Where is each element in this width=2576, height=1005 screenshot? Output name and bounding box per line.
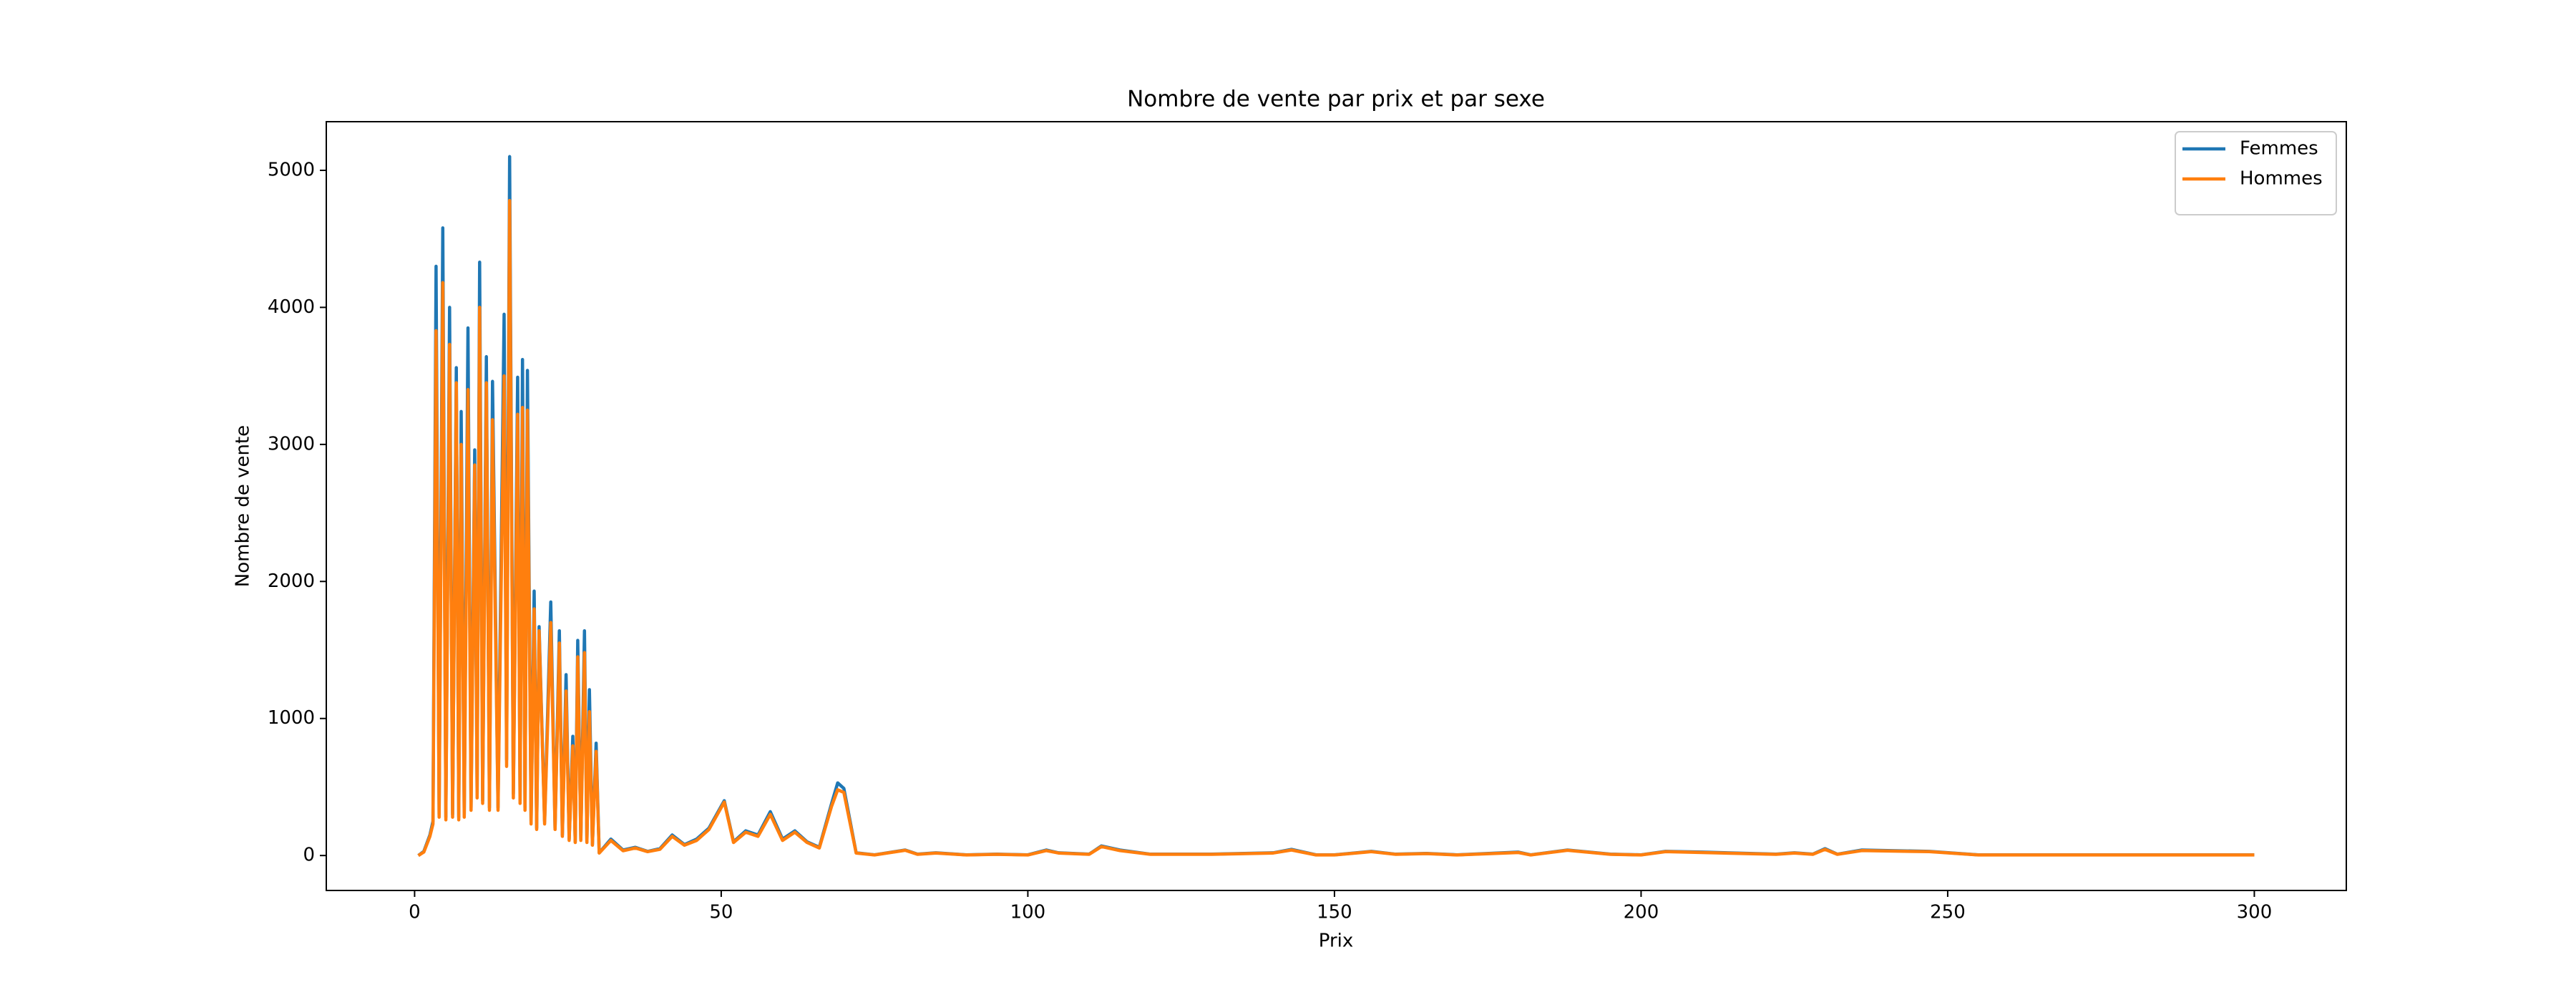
y-tick-label: 0 xyxy=(303,845,315,866)
x-tick-label: 200 xyxy=(1624,902,1659,923)
y-tick-label: 5000 xyxy=(268,159,315,180)
data-line xyxy=(417,198,2255,858)
legend-label: Hommes xyxy=(2240,168,2323,190)
x-tick-label: 300 xyxy=(2237,902,2273,923)
y-tick-label: 2000 xyxy=(268,571,315,592)
x-tick-label: 250 xyxy=(1930,902,1966,923)
legend-box xyxy=(2175,131,2337,215)
legend-label: Femmes xyxy=(2240,138,2318,160)
plot-frame xyxy=(326,121,2347,891)
x-tick-label: 150 xyxy=(1317,902,1352,923)
x-tick-label: 50 xyxy=(709,902,733,923)
x-axis-label: Prix xyxy=(1319,931,1354,952)
y-tick-label: 4000 xyxy=(268,296,315,318)
x-tick-label: 0 xyxy=(409,902,421,923)
x-tick-label: 100 xyxy=(1010,902,1046,923)
y-axis-label: Nombre de vente xyxy=(233,425,254,587)
y-tick-label: 1000 xyxy=(268,707,315,729)
y-tick-label: 3000 xyxy=(268,433,315,455)
chart-title: Nombre de vente par prix et par sexe xyxy=(1127,87,1545,112)
